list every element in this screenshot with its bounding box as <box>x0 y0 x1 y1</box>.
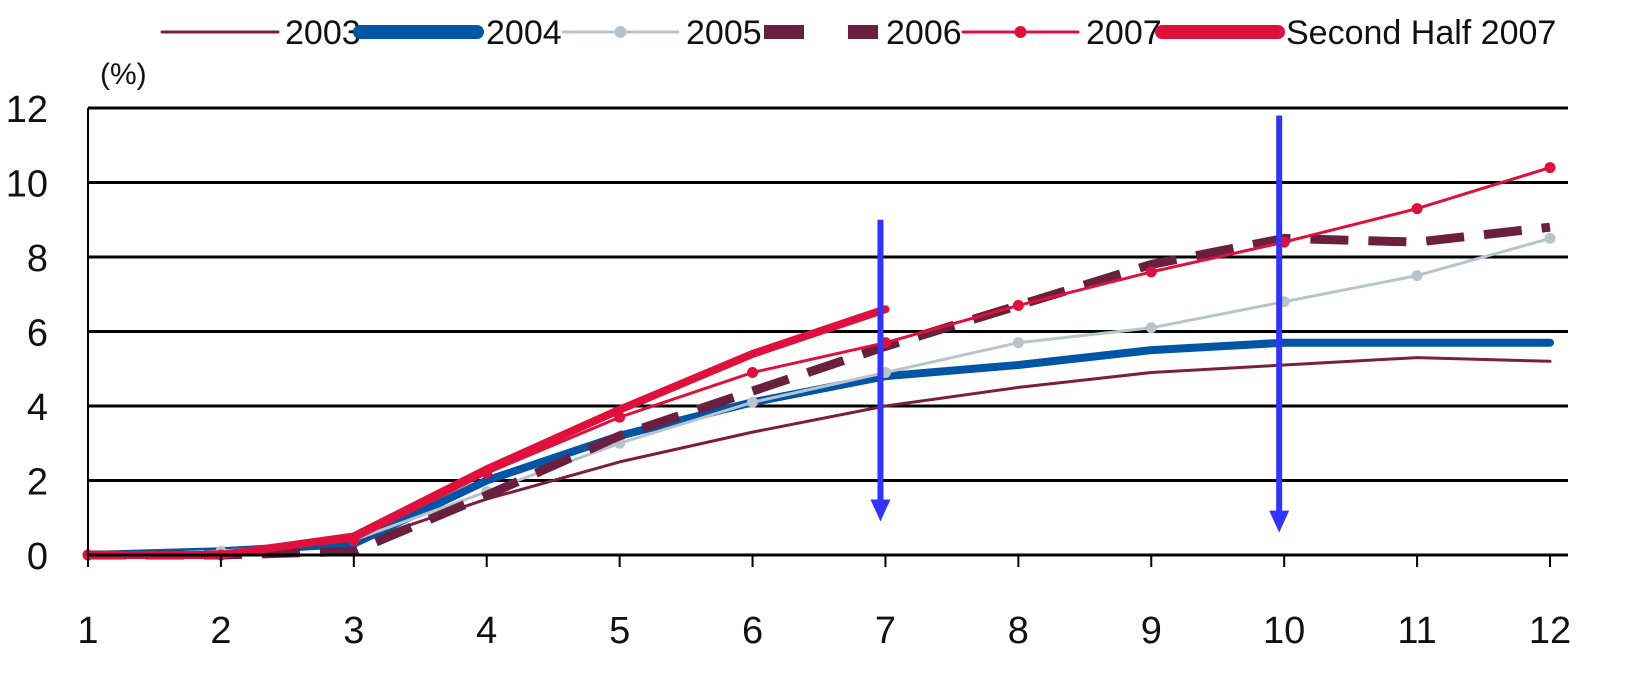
series-second-half-2007 <box>84 305 890 559</box>
legend-marker <box>1014 26 1027 38</box>
y-axis-unit-label: (%) <box>100 58 147 91</box>
x-tick-label-9: 9 <box>1141 610 1162 652</box>
legend-label: 2004 <box>486 14 562 52</box>
y-tick-label-4: 4 <box>27 387 48 429</box>
series-line <box>88 222 1551 560</box>
point-x9 <box>1145 322 1157 334</box>
x-tick-label-10: 10 <box>1263 610 1305 652</box>
arrow-head <box>1269 510 1290 533</box>
series-line <box>84 305 890 559</box>
series-line <box>86 236 1552 557</box>
x-tick-label-1: 1 <box>77 610 98 652</box>
series-2006 <box>88 222 1551 560</box>
y-tick-label-0: 0 <box>27 536 48 578</box>
legend-item-2007: 2007 <box>961 14 1162 52</box>
legend-label: Second Half 2007 <box>1286 14 1556 52</box>
x-tick-label-4: 4 <box>476 610 497 652</box>
legend-item-2004: 2004 <box>353 14 562 52</box>
point-x8 <box>1012 299 1024 311</box>
arrow-annotation-2 <box>1269 115 1290 533</box>
y-tick-label-10: 10 <box>6 164 48 206</box>
series-2004 <box>84 338 1554 559</box>
legend-label: 2003 <box>285 14 361 52</box>
point-x11 <box>1411 270 1423 282</box>
legend-item-second-half-2007: Second Half 2007 <box>1155 14 1556 52</box>
x-tick-label-6: 6 <box>742 610 763 652</box>
legend-label: 2005 <box>686 14 762 52</box>
legend-item-2006: 2006 <box>764 14 962 52</box>
point-x8 <box>1012 337 1024 349</box>
x-tick-label-12: 12 <box>1529 610 1571 652</box>
x-tick-label-11: 11 <box>1397 610 1436 652</box>
point-x6 <box>747 396 759 408</box>
y-tick-label-12: 12 <box>6 89 48 131</box>
point-x12 <box>1544 232 1556 244</box>
series-2005 <box>82 232 1556 561</box>
legend-marker <box>614 26 627 38</box>
x-tick-label-5: 5 <box>609 610 630 652</box>
y-tick-label-6: 6 <box>27 313 48 355</box>
x-tick-label-3: 3 <box>343 610 364 652</box>
y-tick-label-8: 8 <box>27 238 48 280</box>
legend: 2003 2004 2005 2006 2007 Second Half 2007 <box>160 14 1556 52</box>
legend-label: 2006 <box>886 14 962 52</box>
annotations <box>870 115 1290 533</box>
arrow-annotation-1 <box>870 219 891 522</box>
legend-item-2003: 2003 <box>160 14 361 52</box>
legend-label: 2007 <box>1086 14 1162 52</box>
point-x11 <box>1411 203 1423 215</box>
x-tick-label-8: 8 <box>1008 610 1029 652</box>
point-x12 <box>1544 162 1556 174</box>
x-tick-label-7: 7 <box>875 610 896 652</box>
x-tick-label-2: 2 <box>210 610 231 652</box>
point-x6 <box>747 366 759 378</box>
y-tick-label-2: 2 <box>27 462 48 504</box>
series-layer <box>82 162 1556 561</box>
arrow-head <box>870 499 891 522</box>
legend-item-2005: 2005 <box>561 14 762 52</box>
point-x9 <box>1145 266 1157 278</box>
series-line <box>84 338 1554 559</box>
gridlines <box>88 106 1568 482</box>
